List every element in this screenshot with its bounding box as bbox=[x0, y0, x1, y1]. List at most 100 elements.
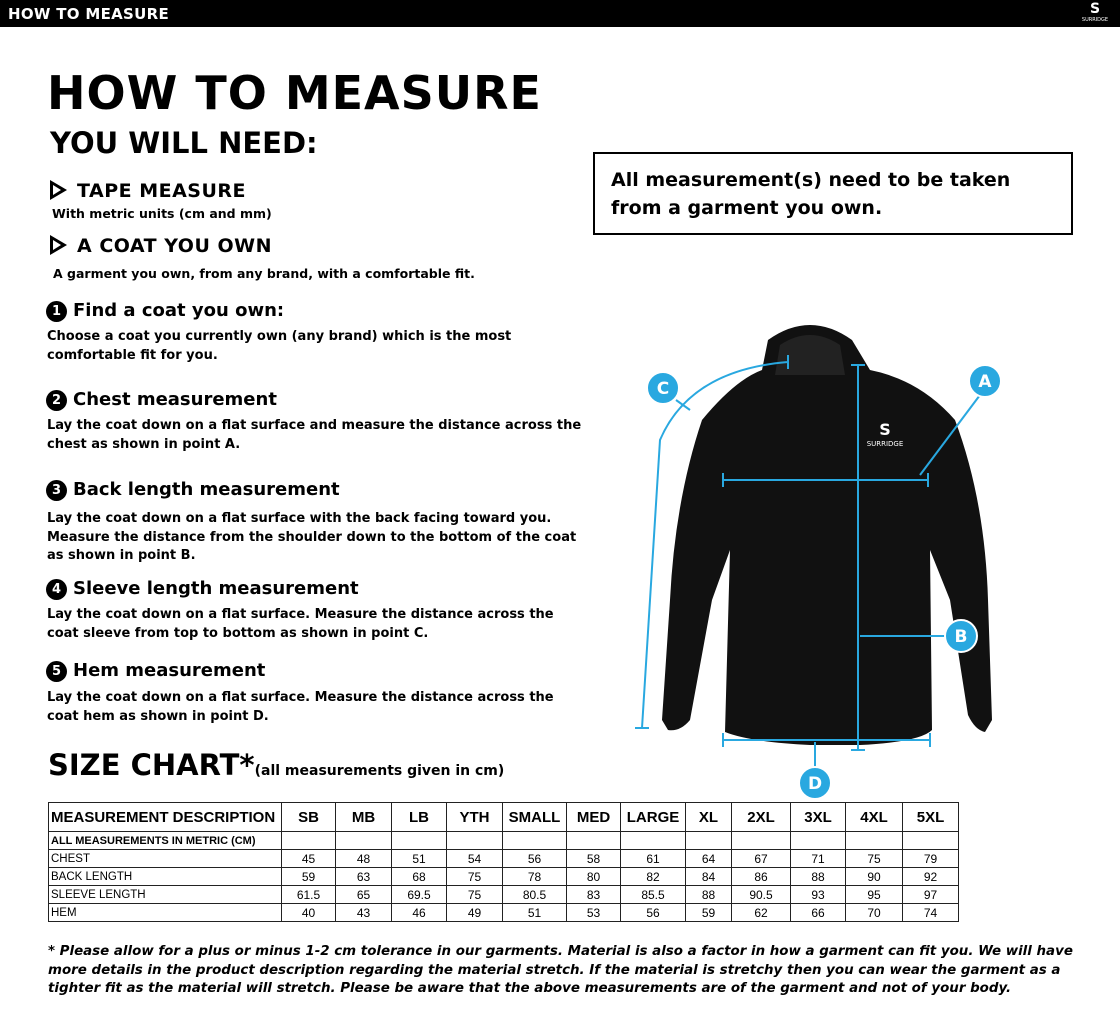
size-chart-note: (all measurements given in cm) bbox=[254, 763, 505, 779]
empty-cell bbox=[566, 831, 621, 850]
size-header: 3XL bbox=[790, 802, 846, 832]
step-title: Back length measurement bbox=[73, 479, 340, 500]
step-title: Find a coat you own: bbox=[73, 300, 285, 321]
jacket-diagram: S SURRIDGE C A B D bbox=[635, 325, 1002, 800]
size-header: YTH bbox=[446, 802, 503, 832]
notice-box: All measurement(s) need to be taken from… bbox=[593, 152, 1073, 235]
size-header: LB bbox=[391, 802, 447, 832]
svg-text:C: C bbox=[657, 379, 669, 399]
step-3-desc: Lay the coat down on a flat surface with… bbox=[47, 511, 577, 563]
measurement-cell: 90 bbox=[845, 867, 903, 886]
row-label: SLEEVE LENGTH bbox=[48, 885, 282, 904]
size-chart-heading: SIZE CHART* bbox=[48, 748, 255, 782]
measurement-cell: 56 bbox=[502, 849, 567, 868]
size-header: SB bbox=[281, 802, 336, 832]
measurement-cell: 58 bbox=[566, 849, 621, 868]
empty-cell bbox=[685, 831, 732, 850]
need-label: TAPE MEASURE bbox=[77, 180, 247, 202]
size-header: LARGE bbox=[620, 802, 686, 832]
measurement-cell: 80.5 bbox=[502, 885, 567, 904]
measurement-cell: 97 bbox=[902, 885, 959, 904]
svg-text:D: D bbox=[808, 774, 822, 794]
step-3-title: 3 Back length measurement bbox=[46, 479, 340, 501]
measurement-cell: 40 bbox=[281, 903, 336, 922]
measurement-cell: 61.5 bbox=[281, 885, 336, 904]
measurement-cell: 86 bbox=[731, 867, 791, 886]
need-tape-measure: TAPE MEASURE bbox=[50, 180, 246, 202]
step-number-icon: 5 bbox=[46, 661, 67, 682]
step-5-title: 5 Hem measurement bbox=[46, 660, 265, 682]
step-4-title: 4 Sleeve length measurement bbox=[46, 578, 359, 600]
step-2-desc: Lay the coat down on a flat surface and … bbox=[47, 418, 582, 452]
empty-cell bbox=[335, 831, 392, 850]
play-triangle-icon bbox=[50, 180, 67, 200]
measurement-cell: 74 bbox=[902, 903, 959, 922]
step-number-icon: 4 bbox=[46, 579, 67, 600]
measurement-cell: 62 bbox=[731, 903, 791, 922]
measurement-cell: 49 bbox=[446, 903, 503, 922]
step-1-title: 1 Find a coat you own: bbox=[46, 300, 284, 322]
point-b-marker: B bbox=[944, 619, 978, 653]
step-title: Sleeve length measurement bbox=[73, 578, 359, 599]
measurement-cell: 45 bbox=[281, 849, 336, 868]
jacket-shape bbox=[662, 325, 992, 745]
measurement-cell: 75 bbox=[446, 885, 503, 904]
size-header: XL bbox=[685, 802, 732, 832]
svg-text:A: A bbox=[978, 372, 992, 392]
top-bar: HOW TO MEASURE S SURRIDGE bbox=[0, 0, 1120, 27]
measurement-cell: 75 bbox=[845, 849, 903, 868]
measurement-cell: 88 bbox=[790, 867, 846, 886]
measurement-cell: 63 bbox=[335, 867, 392, 886]
table-row: BACK LENGTH 59 63 68 75 78 80 82 84 86 88 90 92 bbox=[48, 867, 959, 886]
size-header: 5XL bbox=[902, 802, 959, 832]
step-number-icon: 2 bbox=[46, 390, 67, 411]
empty-cell bbox=[790, 831, 846, 850]
step-4-desc: Lay the coat down on a flat surface. Mea… bbox=[47, 607, 554, 641]
table-row: CHEST 45 48 51 54 56 58 61 64 67 71 75 79 bbox=[48, 849, 959, 868]
surridge-logo: S SURRIDGE bbox=[1081, 1, 1109, 24]
step-number-icon: 1 bbox=[46, 301, 67, 322]
measurement-cell: 70 bbox=[845, 903, 903, 922]
size-header: 4XL bbox=[845, 802, 903, 832]
need-detail: A garment you own, from any brand, with … bbox=[53, 266, 475, 281]
measurement-cell: 93 bbox=[790, 885, 846, 904]
page-title: HOW TO MEASURE bbox=[47, 66, 542, 120]
measurement-cell: 85.5 bbox=[620, 885, 686, 904]
measurement-cell: 43 bbox=[335, 903, 392, 922]
measurement-cell: 92 bbox=[902, 867, 959, 886]
step-1-desc: Choose a coat you currently own (any bra… bbox=[47, 329, 512, 363]
step-title: Chest measurement bbox=[73, 389, 277, 410]
row-label: BACK LENGTH bbox=[48, 867, 282, 886]
measurement-cell: 51 bbox=[502, 903, 567, 922]
row-label: HEM bbox=[48, 903, 282, 922]
step-number-icon: 3 bbox=[46, 480, 67, 501]
need-detail: With metric units (cm and mm) bbox=[52, 206, 272, 221]
measurement-cell: 48 bbox=[335, 849, 392, 868]
measurement-cell: 56 bbox=[620, 903, 686, 922]
need-label: A COAT YOU OWN bbox=[77, 235, 272, 257]
point-d-marker: D bbox=[798, 766, 832, 800]
empty-cell bbox=[502, 831, 567, 850]
measurement-cell: 69.5 bbox=[391, 885, 447, 904]
measurement-cell: 78 bbox=[502, 867, 567, 886]
measurement-cell: 59 bbox=[685, 903, 732, 922]
measurement-lines bbox=[635, 355, 981, 770]
empty-cell bbox=[620, 831, 686, 850]
header-measurement-description: MEASUREMENT DESCRIPTION bbox=[48, 802, 282, 832]
empty-cell bbox=[281, 831, 336, 850]
sleeve-line bbox=[641, 361, 789, 729]
measurement-cell: 65 bbox=[335, 885, 392, 904]
row-label: CHEST bbox=[48, 849, 282, 868]
empty-cell bbox=[391, 831, 447, 850]
measurement-cell: 95 bbox=[845, 885, 903, 904]
jacket-logo-text: SURRIDGE bbox=[867, 440, 904, 448]
empty-cell bbox=[446, 831, 503, 850]
size-header: MED bbox=[566, 802, 621, 832]
table-row: HEM 40 43 46 49 51 53 56 59 62 66 70 74 bbox=[48, 903, 959, 922]
measurement-cell: 51 bbox=[391, 849, 447, 868]
measurement-cell: 75 bbox=[446, 867, 503, 886]
measurement-cell: 67 bbox=[731, 849, 791, 868]
measurement-cell: 68 bbox=[391, 867, 447, 886]
step-5-desc: Lay the coat down on a flat surface. Mea… bbox=[47, 690, 554, 724]
measurement-cell: 82 bbox=[620, 867, 686, 886]
